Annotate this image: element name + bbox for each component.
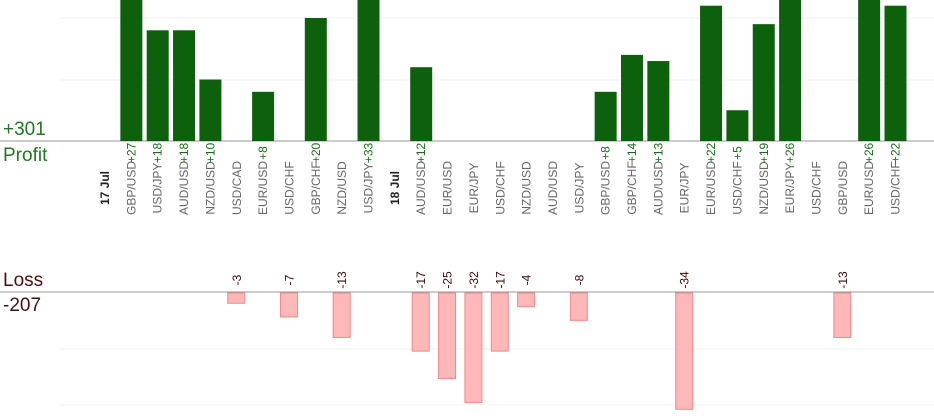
loss-value-label: -34 [678, 271, 692, 289]
profit-value-label: +8 [599, 146, 613, 160]
profit-bar [700, 5, 723, 142]
profit-value-label: +10 [203, 142, 217, 163]
loss-value-label: -13 [335, 271, 349, 289]
profit-bar [410, 67, 433, 141]
tick-label: NZD/USD [757, 161, 771, 215]
tick-label: GBP/USD [599, 161, 613, 215]
loss-bar [675, 292, 694, 410]
tick-label: USD/CHF [730, 161, 744, 214]
tick-label: GBP/CHF [625, 161, 639, 214]
tick-label: AUD/USD [651, 161, 665, 215]
profit-value-label: +12 [414, 142, 428, 163]
loss-value-label: -7 [282, 274, 296, 285]
loss-bar [517, 292, 536, 308]
profit-value-label: +26 [783, 142, 797, 163]
tick-label: EUR/USD [256, 161, 270, 215]
loss-value-label: -32 [467, 271, 481, 289]
profit-total: +301 [3, 119, 46, 140]
profit-bar [252, 91, 275, 141]
profit-value-label: +26 [862, 142, 876, 163]
tick-label: USD/CHF [493, 161, 507, 214]
tick-label: NZD/USD [203, 161, 217, 215]
profit-bar [357, 0, 380, 141]
profit-bar [858, 0, 881, 141]
profit-bar [173, 30, 196, 141]
tick-label: USD/JPY [572, 163, 586, 214]
profit-bar [304, 18, 327, 141]
profit-bar [752, 24, 775, 141]
loss-bar [490, 292, 509, 352]
profit-value-label: +19 [757, 142, 771, 163]
profit-value-label: +33 [362, 142, 376, 163]
loss-bar [279, 292, 298, 318]
tick-label: AUD/USD [414, 161, 428, 215]
profit-bar [199, 79, 222, 141]
profit-bar [146, 30, 169, 141]
tick-label: USD/JPY [362, 163, 376, 214]
tick-label: NZD/USD [335, 161, 349, 215]
profit-value-label: +5 [730, 146, 744, 160]
profit-bar [726, 110, 749, 141]
loss-total: -207 [3, 295, 42, 316]
loss-value-label: -8 [572, 274, 586, 285]
tick-label: GBP/USD [836, 161, 850, 215]
loss-value-label: -3 [230, 274, 244, 285]
loss-value-label: -4 [520, 274, 534, 285]
loss-value-label: -25 [441, 271, 455, 289]
profit-value-label: +13 [651, 142, 665, 163]
loss-value-label: -17 [493, 271, 507, 289]
loss-bar [411, 292, 430, 352]
tick-label: USD/CHF [282, 161, 296, 214]
loss-label: Loss [3, 270, 44, 291]
loss-bar [464, 292, 483, 403]
profit-value-label: +18 [151, 142, 165, 163]
profit-value-label: +8 [256, 146, 270, 160]
tick-label: USD/CHF [889, 161, 903, 214]
tick-label: GBP/CHF [309, 161, 323, 214]
tick-label: EUR/JPY [467, 163, 481, 214]
day-label: 17 Jul [98, 171, 112, 205]
profit-bar [120, 0, 143, 142]
loss-bar [569, 292, 588, 321]
profit-label: Profit [3, 145, 48, 166]
profit-bar [884, 5, 907, 142]
profit-value-label: +22 [704, 142, 718, 163]
loss-bar [833, 292, 852, 338]
profit-value-label: +20 [309, 142, 323, 163]
loss-bar [227, 292, 246, 304]
profit-value-label: +14 [625, 142, 639, 163]
tick-label: NZD/USD [520, 161, 534, 215]
profit-value-label: +18 [177, 142, 191, 163]
tick-label: GBP/USD [124, 161, 138, 215]
tick-label: AUD/USD [546, 161, 560, 215]
tick-label: USD/CAD [230, 161, 244, 215]
profit-bar [621, 54, 643, 141]
loss-value-label: -17 [414, 271, 428, 289]
profit-bar [594, 91, 617, 141]
tick-label: EUR/JPY [678, 163, 692, 214]
tick-label: EUR/USD [704, 161, 718, 215]
tick-label: EUR/USD [862, 161, 876, 215]
profit-value-label: +27 [124, 142, 138, 163]
tick-label: EUR/JPY [783, 163, 797, 214]
tick-label: USD/JPY [151, 163, 165, 214]
loss-value-label: -13 [836, 271, 850, 289]
loss-bar [332, 292, 351, 338]
tick-label: AUD/USD [177, 161, 191, 215]
profit-bar [647, 61, 670, 141]
profit-value-label: +22 [889, 142, 903, 163]
profit-bar [779, 0, 802, 141]
loss-bar [438, 292, 457, 379]
day-label: 18 Jul [388, 171, 402, 205]
tick-label: EUR/USD [441, 161, 455, 215]
tick-label: USD/CHF [809, 161, 823, 214]
